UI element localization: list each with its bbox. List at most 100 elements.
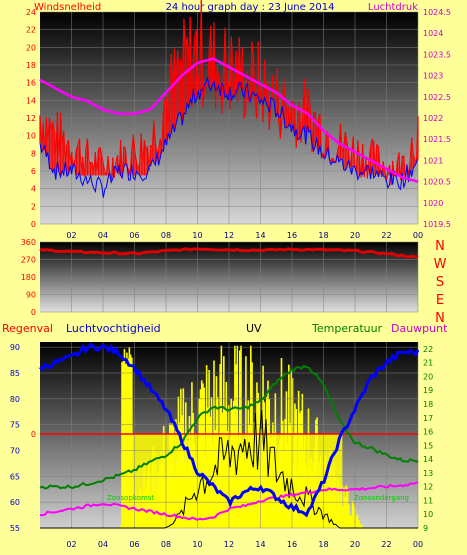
wind-gust-segment <box>181 18 185 77</box>
wind-gust-segment <box>101 155 104 164</box>
pressure-tick-label: 1021 <box>423 156 443 165</box>
wind-gust-segment <box>158 138 161 150</box>
wind-gust-segment <box>74 149 77 161</box>
uv-line <box>40 409 418 529</box>
solar-bar <box>353 504 355 528</box>
compass-letter: W <box>434 257 447 272</box>
x-tick-label: 00 <box>413 540 423 549</box>
wind-tick-label: 6 <box>31 167 36 176</box>
wind-gust-segment <box>58 112 62 160</box>
wind-gust-segment <box>161 112 164 148</box>
wind-tick-label: 18 <box>26 61 36 70</box>
wind-tick-label: 8 <box>31 149 36 158</box>
humidity-tick-label: 75 <box>10 421 20 430</box>
wind-pressure-grid <box>40 11 419 225</box>
wind-gust-segment <box>257 41 261 101</box>
wind-gust-segment <box>332 157 335 162</box>
wind-gust-segment <box>39 115 43 145</box>
temperature-tick-label: 9 <box>423 524 428 533</box>
wind-gust-segment <box>204 86 207 92</box>
wind-gust-segment <box>48 117 52 131</box>
temperature-tick-label: 14 <box>423 455 433 464</box>
x-tick-label: 18 <box>318 231 328 240</box>
wind-gust-segment <box>139 133 142 163</box>
pressure-tick-label: 1022 <box>423 114 443 123</box>
direction-tick-label: 0 <box>31 308 36 317</box>
wind-gust-segment <box>314 112 318 137</box>
wind-gust-segment <box>316 118 319 137</box>
wind-gust-segment <box>44 117 47 151</box>
wind-gust-segment <box>341 147 345 153</box>
wind-gust-segment <box>196 29 199 85</box>
x-tick-label: 14 <box>255 231 265 240</box>
wind-avg-line <box>39 75 419 198</box>
direction-tick-label: 90 <box>26 291 36 300</box>
temperature-tick-label: 18 <box>423 400 433 409</box>
solar-bar <box>343 486 345 528</box>
wind-gust-segment <box>79 138 82 171</box>
wind-gust-segment <box>295 113 299 148</box>
wind-gust-segment <box>107 155 111 173</box>
wind-tick-label: 0 <box>31 220 36 229</box>
wind-gust-segment <box>216 66 220 77</box>
humidity-tick-label: 85 <box>10 369 20 378</box>
sunset-label: Zonsondergang <box>354 494 409 502</box>
x-tick-label: 14 <box>255 540 265 549</box>
wind-gust-segment <box>64 144 68 160</box>
wind-gust-segment <box>202 91 205 107</box>
wind-gust-segment <box>370 138 373 147</box>
solar-bar <box>361 526 364 528</box>
wind-direction-line <box>39 247 419 259</box>
humidity-tick-label: 60 <box>10 498 20 507</box>
wind-gust-segment <box>205 79 209 87</box>
wind-gust-segment <box>238 37 242 89</box>
pressure-tick-label: 1020.5 <box>423 178 451 187</box>
wind-gust-segment <box>96 149 100 173</box>
wind-gust-segment <box>340 123 343 153</box>
wind-gust-segment <box>303 78 307 139</box>
wind-gust-segment <box>99 147 103 156</box>
wind-gust-segment <box>197 72 201 85</box>
x-tick-label: 20 <box>350 540 360 549</box>
wind-gust-segment <box>309 112 313 153</box>
wind-gust-segment <box>349 153 353 169</box>
wind-gust-segment <box>55 111 58 156</box>
wind-gust-segment <box>409 137 413 162</box>
wind-gust-segment <box>207 49 210 80</box>
solar-bar <box>348 504 350 528</box>
temperature-tick-label: 19 <box>423 386 433 395</box>
wind-gust-segment <box>132 135 136 152</box>
compass-letter: E <box>436 293 444 308</box>
wind-gust-segment <box>307 89 310 91</box>
wind-tick-label: 14 <box>26 96 36 105</box>
wind-tick-label: 2 <box>31 202 36 211</box>
solar-bar <box>345 485 348 528</box>
direction-ticks: 0 90 180 270 360 <box>21 238 36 317</box>
wind-gust-segment <box>215 67 218 109</box>
wind-gust-segment <box>192 34 196 59</box>
wind-gust-segment <box>83 149 87 177</box>
solar-bar <box>350 515 353 528</box>
wind-gust-segment <box>300 117 304 143</box>
compass-letter: N <box>435 311 445 326</box>
wind-gust-segment <box>224 27 228 80</box>
wind-gust-segment <box>415 116 419 162</box>
solar-bar <box>346 490 349 528</box>
wind-gust-segment <box>173 48 177 82</box>
direction-tick-label: 360 <box>21 238 36 247</box>
wind-tick-label: 12 <box>26 114 36 123</box>
dewpoint-label: Dauwpunt <box>391 322 448 335</box>
solar-bar <box>349 515 351 528</box>
wind-gust-segment <box>189 17 193 107</box>
temperature-tick-label: 22 <box>423 345 433 354</box>
page-title: 24 hour graph day : 23 June 2014 <box>166 2 335 13</box>
pressure-ticks: 1019.5 1020 1020.5 1021 1021.5 1022 1022.5 1023… <box>423 8 451 229</box>
x-tick-label: 08 <box>161 231 171 240</box>
wind-gust-segment <box>376 143 379 148</box>
x-tick-label: 12 <box>224 540 234 549</box>
rain-label: Regenval <box>2 322 53 335</box>
temperature-tick-label: 13 <box>423 469 433 478</box>
solar-bar <box>351 501 354 528</box>
